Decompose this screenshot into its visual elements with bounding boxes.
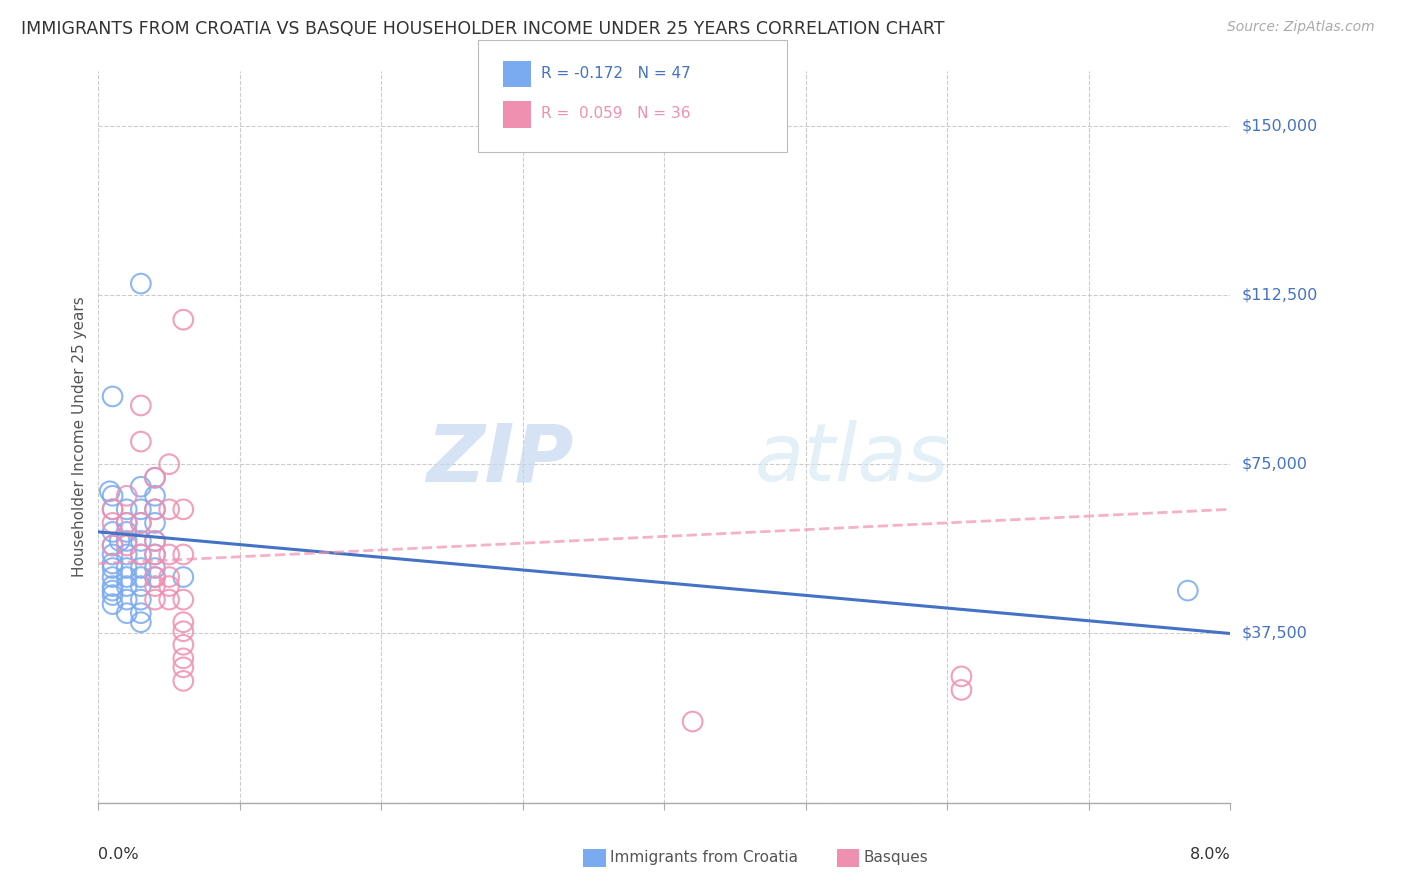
Text: 8.0%: 8.0% (1189, 847, 1230, 862)
Text: IMMIGRANTS FROM CROATIA VS BASQUE HOUSEHOLDER INCOME UNDER 25 YEARS CORRELATION : IMMIGRANTS FROM CROATIA VS BASQUE HOUSEH… (21, 20, 945, 37)
Point (172, 638, 194, 652)
Text: $37,500: $37,500 (1241, 626, 1308, 641)
Point (115, 533, 138, 548)
Text: R =  0.059   N = 36: R = 0.059 N = 36 (541, 106, 690, 120)
Point (101, 389, 124, 403)
Point (157, 570, 180, 584)
Text: $112,500: $112,500 (1241, 287, 1317, 302)
Point (143, 579, 166, 593)
Point (172, 624, 194, 639)
Point (172, 570, 194, 584)
Point (172, 651, 194, 665)
Point (129, 516, 152, 530)
Point (143, 471, 166, 485)
Point (115, 538, 138, 552)
Point (129, 548, 152, 562)
Point (682, 714, 704, 729)
Point (172, 673, 194, 688)
Text: R = -0.172   N = 47: R = -0.172 N = 47 (541, 66, 692, 80)
Point (129, 592, 152, 607)
Point (143, 533, 166, 548)
Point (98, 484, 121, 499)
Point (143, 548, 166, 562)
Point (143, 548, 166, 562)
Text: Source: ZipAtlas.com: Source: ZipAtlas.com (1227, 20, 1375, 34)
Point (143, 489, 166, 503)
Point (101, 538, 124, 552)
Point (108, 533, 131, 548)
Point (143, 502, 166, 516)
Point (129, 561, 152, 575)
Y-axis label: Householder Income Under 25 years: Householder Income Under 25 years (72, 297, 87, 577)
Point (101, 570, 124, 584)
Point (101, 548, 124, 562)
Point (115, 592, 138, 607)
Point (172, 615, 194, 630)
Point (143, 533, 166, 548)
Point (143, 561, 166, 575)
Point (101, 588, 124, 602)
Point (115, 548, 138, 562)
Text: Immigrants from Croatia: Immigrants from Croatia (610, 850, 799, 864)
Point (157, 502, 180, 516)
Point (129, 606, 152, 620)
Point (115, 516, 138, 530)
Point (950, 669, 973, 683)
Text: Basques: Basques (863, 850, 928, 864)
Point (101, 502, 124, 516)
Point (172, 548, 194, 562)
Point (115, 579, 138, 593)
Point (129, 570, 152, 584)
Point (101, 597, 124, 611)
Text: ZIP: ZIP (426, 420, 574, 498)
Point (157, 592, 180, 607)
Text: $75,000: $75,000 (1241, 457, 1308, 472)
Point (115, 516, 138, 530)
Point (129, 480, 152, 494)
Point (115, 570, 138, 584)
Point (101, 557, 124, 571)
Point (101, 583, 124, 598)
Point (129, 579, 152, 593)
Point (129, 516, 152, 530)
Text: atlas: atlas (755, 420, 949, 498)
Point (172, 660, 194, 674)
Point (129, 277, 152, 291)
Point (115, 524, 138, 539)
Point (129, 615, 152, 630)
Point (101, 538, 124, 552)
Point (172, 592, 194, 607)
Point (172, 312, 194, 326)
Point (143, 570, 166, 584)
Point (129, 533, 152, 548)
Point (101, 502, 124, 516)
Point (172, 502, 194, 516)
Point (143, 516, 166, 530)
Point (157, 579, 180, 593)
Point (157, 548, 180, 562)
Text: $150,000: $150,000 (1241, 118, 1317, 133)
Point (1177, 583, 1199, 598)
Point (129, 399, 152, 413)
Point (143, 502, 166, 516)
Point (101, 561, 124, 575)
Text: 0.0%: 0.0% (98, 847, 139, 862)
Point (950, 682, 973, 697)
Point (115, 561, 138, 575)
Point (157, 457, 180, 471)
Point (129, 548, 152, 562)
Point (101, 524, 124, 539)
Point (115, 606, 138, 620)
Point (143, 471, 166, 485)
Point (101, 489, 124, 503)
Point (129, 502, 152, 516)
Point (101, 516, 124, 530)
Point (115, 489, 138, 503)
Point (143, 570, 166, 584)
Point (101, 579, 124, 593)
Point (115, 502, 138, 516)
Point (129, 434, 152, 449)
Point (143, 592, 166, 607)
